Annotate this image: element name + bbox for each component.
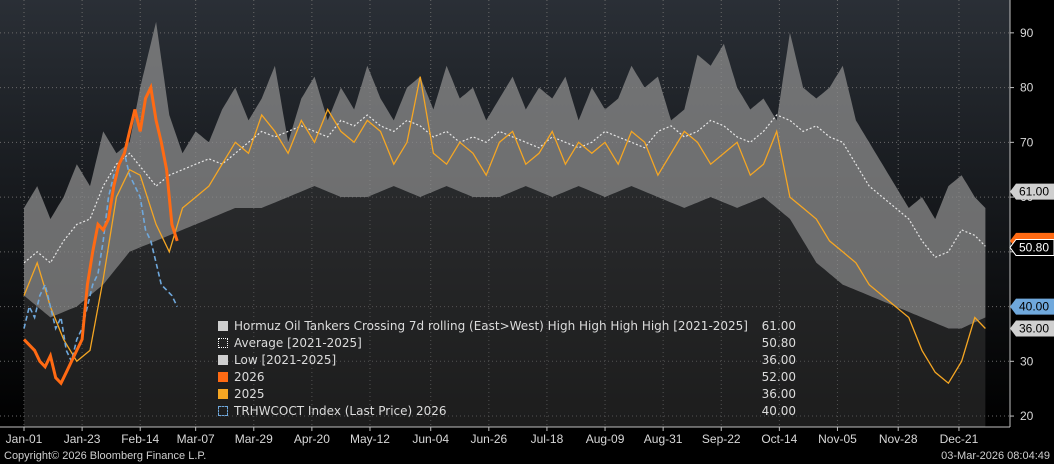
x-tick-label: Sep-22 — [702, 432, 741, 446]
series-2025-line — [23, 76, 986, 385]
legend-value: 61.00 — [761, 319, 796, 333]
legend-item: 2025 36.00 — [214, 386, 800, 403]
last-value-tag — [1010, 298, 1054, 315]
legend-label: Low [2021-2025] — [234, 353, 337, 367]
x-tick-label: Jan-23 — [64, 432, 101, 446]
x-tick-label: Jan-01 — [6, 432, 43, 446]
high-low-band-area — [24, 21, 986, 329]
legend-item: 2026 52.00 — [214, 369, 800, 386]
legend-swatch — [218, 321, 228, 331]
last-value-tag — [1009, 238, 1054, 256]
legend-label: 2025 — [234, 387, 265, 401]
x-tick-label: Aug-31 — [644, 432, 683, 446]
x-tick-label: Feb-14 — [121, 432, 159, 446]
x-axis-ticks: Jan-01 Jan-23 Feb-14 Mar-07 Mar-29 Apr-20 May-… — [6, 427, 979, 446]
legend-value: 36.00 — [761, 387, 796, 401]
last-value-tag-label: 61.00 — [1019, 185, 1049, 199]
y-tick-label: 80 — [1020, 81, 1034, 95]
timestamp-text: 03-Mar-2026 08:04:49 — [941, 450, 1050, 462]
legend-value: 36.00 — [761, 353, 796, 367]
legend-swatch — [218, 389, 228, 399]
series-lines — [22, 76, 986, 386]
x-tick-label: Nov-28 — [879, 432, 918, 446]
y-axis-ticks: 2030405060708090 — [1010, 26, 1034, 423]
legend-item: Hormuz Oil Tankers Crossing 7d rolling (… — [214, 318, 800, 335]
last-value-tag-label: 36.00 — [1019, 321, 1049, 335]
legend-swatch — [218, 406, 228, 416]
legend-label: Average [2021-2025] — [234, 336, 362, 350]
y-tick-label: 90 — [1020, 26, 1034, 40]
legend-item: Average [2021-2025] 50.80 — [214, 335, 800, 352]
legend: Hormuz Oil Tankers Crossing 7d rolling (… — [214, 318, 800, 420]
legend-label: Hormuz Oil Tankers Crossing 7d rolling (… — [234, 319, 748, 333]
x-tick-label: May-12 — [350, 432, 390, 446]
x-tick-label: Mar-29 — [235, 432, 273, 446]
legend-value: 52.00 — [761, 370, 796, 384]
legend-label: 2026 — [234, 370, 265, 384]
y-tick-label: 20 — [1020, 409, 1034, 423]
series-2026-line — [22, 82, 179, 386]
legend-value: 50.80 — [761, 336, 796, 350]
low-series-area — [24, 186, 986, 427]
legend-swatch — [218, 372, 228, 382]
copyright-text: Copyright© 2026 Bloomberg Finance L.P. — [4, 450, 207, 462]
last-value-tag — [1010, 320, 1054, 337]
y-tick-label: 30 — [1020, 354, 1034, 368]
last-value-tag — [1010, 183, 1054, 200]
x-tick-label: Aug-09 — [586, 432, 625, 446]
average-series-line — [23, 114, 986, 264]
x-tick-label: Mar-07 — [177, 432, 215, 446]
x-tick-label: Jul-18 — [531, 432, 564, 446]
x-tick-label: Oct-14 — [761, 432, 797, 446]
x-tick-label: Dec-21 — [940, 432, 979, 446]
index-series-line — [23, 150, 178, 364]
x-tick-label: Jun-26 — [470, 432, 507, 446]
legend-swatch — [218, 355, 228, 365]
x-tick-label: Apr-20 — [294, 432, 330, 446]
legend-value: 40.00 — [761, 404, 796, 418]
legend-item: Low [2021-2025] 36.00 — [214, 352, 800, 369]
y-tick-label: 70 — [1020, 135, 1034, 149]
last-value-tag-label: 50.80 — [1019, 240, 1049, 254]
x-tick-label: Jun-04 — [412, 432, 449, 446]
legend-swatch — [218, 338, 228, 348]
last-value-tags: 61.00 50.80 40.00 36.00 — [1009, 183, 1054, 337]
legend-label: TRHWCOCT Index (Last Price) 2026 — [234, 404, 447, 418]
last-value-tag-label: 40.00 — [1019, 300, 1049, 314]
high-low-band — [24, 21, 986, 427]
x-tick-label: Nov-05 — [818, 432, 857, 446]
legend-item: TRHWCOCT Index (Last Price) 2026 40.00 — [214, 403, 800, 420]
